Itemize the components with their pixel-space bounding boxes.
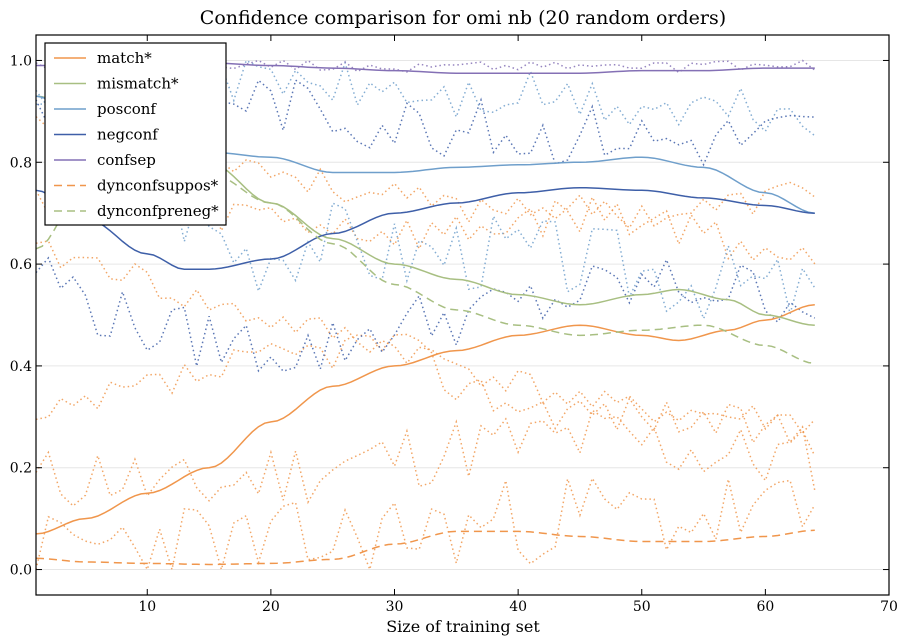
y-tick-label-2: 0.4: [10, 359, 32, 375]
series-line-negconf: [35, 186, 815, 270]
legend-label-4: confsep: [97, 151, 156, 169]
series-line-dynconfpreneg: [35, 161, 815, 365]
legend-label-1: mismatch*: [97, 75, 179, 93]
dotted-series-4: [35, 102, 816, 230]
dotted-series-1: [35, 475, 816, 573]
x-axis-label: Size of training set: [386, 617, 540, 636]
dotted-series-8: [35, 256, 816, 373]
legend-label-3: negconf: [97, 126, 159, 144]
plot-frame: [35, 34, 890, 596]
y-tick-label-1: 0.2: [10, 461, 32, 477]
y-tick-label-4: 0.8: [10, 155, 32, 171]
legend-label-0: match*: [97, 49, 152, 67]
legend-label-5: dynconfsuppos*: [97, 177, 219, 195]
legend-label-6: dynconfpreneg*: [97, 202, 219, 220]
x-axis-ticks: 10 20 30 40 50 60 70: [138, 35, 898, 615]
y-tick-label-3: 0.6: [10, 257, 32, 273]
dotted-series-6: [35, 89, 816, 321]
x-tick-label-0: 10: [138, 599, 156, 615]
x-tick-label-2: 30: [386, 599, 404, 615]
x-tick-label-5: 60: [756, 599, 774, 615]
y-axis-ticks: 0.0 0.2 0.4 0.6 0.8 1.0: [10, 53, 889, 579]
legend: match* mismatch* posconf negconf confsep dync…: [44, 42, 227, 226]
legend-label-2: posconf: [97, 100, 157, 118]
series-line-dynconfsuppos: [35, 529, 815, 566]
dotted-series-3: [35, 240, 816, 435]
dotted-series-2: [35, 333, 816, 457]
x-tick-label-4: 50: [633, 599, 651, 615]
x-tick-label-1: 20: [262, 599, 280, 615]
dotted-series-0: [35, 409, 816, 507]
y-tick-label-0: 0.0: [10, 563, 32, 579]
series-line-match: [35, 304, 815, 535]
x-tick-label-3: 40: [509, 599, 527, 615]
x-tick-label-6: 70: [880, 599, 898, 615]
chart-title: Confidence comparison for omi nb (20 ran…: [200, 7, 726, 29]
y-tick-label-5: 1.0: [10, 53, 32, 69]
